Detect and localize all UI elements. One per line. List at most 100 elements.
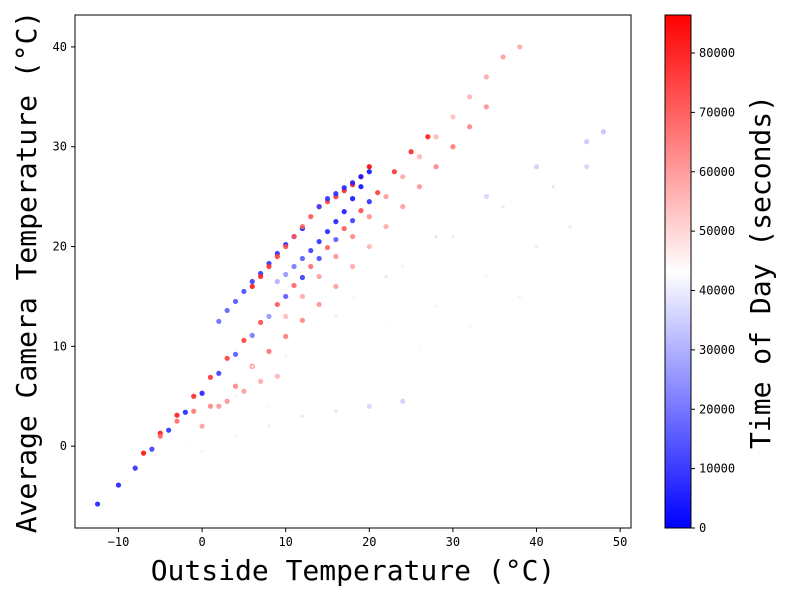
data-point (333, 283, 339, 290)
data-point (383, 223, 389, 230)
data-point (367, 364, 371, 368)
data-point (417, 344, 422, 348)
data-point (349, 233, 356, 240)
data-point (333, 218, 339, 225)
data-point (568, 224, 572, 229)
data-point (133, 484, 137, 488)
data-point (216, 370, 222, 376)
data-point (174, 418, 180, 424)
data-point (249, 283, 255, 290)
data-point (316, 273, 322, 280)
data-point (483, 104, 489, 110)
y-axis-title: Average Camera Temperature (°C) (10, 11, 43, 534)
data-point (467, 124, 473, 130)
data-point (266, 313, 272, 320)
data-point (451, 234, 455, 239)
data-point (299, 223, 306, 230)
data-point (517, 44, 523, 50)
data-point (366, 199, 372, 205)
data-point (334, 409, 338, 413)
data-point (166, 427, 172, 433)
data-point (291, 263, 297, 270)
y-tick-label: 0 (60, 439, 67, 453)
data-point (358, 184, 364, 190)
data-point (291, 282, 297, 289)
data-point (584, 139, 590, 145)
colorbar (664, 14, 692, 529)
data-point (333, 253, 339, 260)
data-point (468, 324, 472, 328)
x-tick-label: 50 (613, 535, 627, 549)
data-point (224, 307, 230, 314)
x-axis: −10 0 10 20 30 40 50 (108, 528, 627, 549)
x-tick-label: 10 (278, 535, 292, 549)
x-axis-title: Outside Temperature (°C) (151, 554, 556, 587)
colorbar-tick-label: 40000 (699, 284, 735, 298)
data-point (324, 196, 331, 202)
data-point (258, 273, 264, 280)
data-point (284, 384, 288, 388)
data-point (207, 403, 214, 409)
x-tick-label: −10 (108, 535, 130, 549)
data-point (199, 390, 205, 396)
data-point (425, 134, 431, 140)
data-point (207, 374, 214, 380)
data-point (400, 204, 406, 210)
data-point (450, 114, 456, 120)
data-point (149, 446, 155, 452)
data-point (349, 180, 356, 186)
data-point (299, 255, 306, 262)
data-point (484, 274, 488, 279)
data-point (182, 409, 188, 415)
data-point (258, 319, 264, 326)
data-point (366, 243, 372, 250)
data-point (232, 383, 239, 389)
data-point (308, 214, 314, 220)
colorbar-tick-label: 70000 (699, 105, 735, 119)
data-point (200, 449, 204, 453)
data-point (434, 304, 438, 309)
data-point (283, 293, 289, 300)
x-tick-label: 40 (529, 535, 543, 549)
data-point (274, 253, 280, 260)
data-point (232, 351, 239, 357)
data-point (366, 214, 372, 220)
data-point (100, 504, 104, 508)
colorbar-tick-label: 30000 (699, 343, 735, 357)
data-point (241, 388, 247, 394)
data-point (299, 274, 306, 281)
data-point (400, 174, 406, 180)
y-tick-label: 10 (53, 339, 67, 353)
data-point (191, 393, 197, 399)
data-point (241, 288, 247, 295)
data-point (283, 333, 289, 339)
plot-frame (74, 14, 632, 529)
data-point (416, 154, 423, 160)
data-point (483, 194, 489, 200)
plot-background (75, 15, 631, 528)
data-point (324, 228, 331, 235)
data-point (317, 384, 321, 388)
data-point (299, 317, 306, 324)
data-point (551, 185, 555, 189)
data-point (249, 332, 255, 338)
data-point (341, 209, 347, 215)
data-point (216, 318, 222, 325)
x-tick-label: 0 (198, 535, 205, 549)
colorbar-tick-label: 50000 (699, 224, 735, 238)
data-point (115, 482, 122, 488)
scatter-points (94, 44, 607, 508)
y-tick-label: 20 (53, 240, 67, 254)
data-point (299, 293, 306, 300)
data-point (408, 149, 414, 155)
data-point (232, 298, 239, 305)
data-point (341, 185, 347, 191)
data-point (366, 403, 372, 409)
colorbar-label: Time of Day (seconds) (744, 95, 777, 449)
colorbar-tick-label: 0 (699, 521, 706, 535)
x-tick-label: 30 (446, 535, 460, 549)
data-point (384, 324, 388, 328)
data-point (274, 373, 280, 379)
data-point (308, 247, 314, 254)
